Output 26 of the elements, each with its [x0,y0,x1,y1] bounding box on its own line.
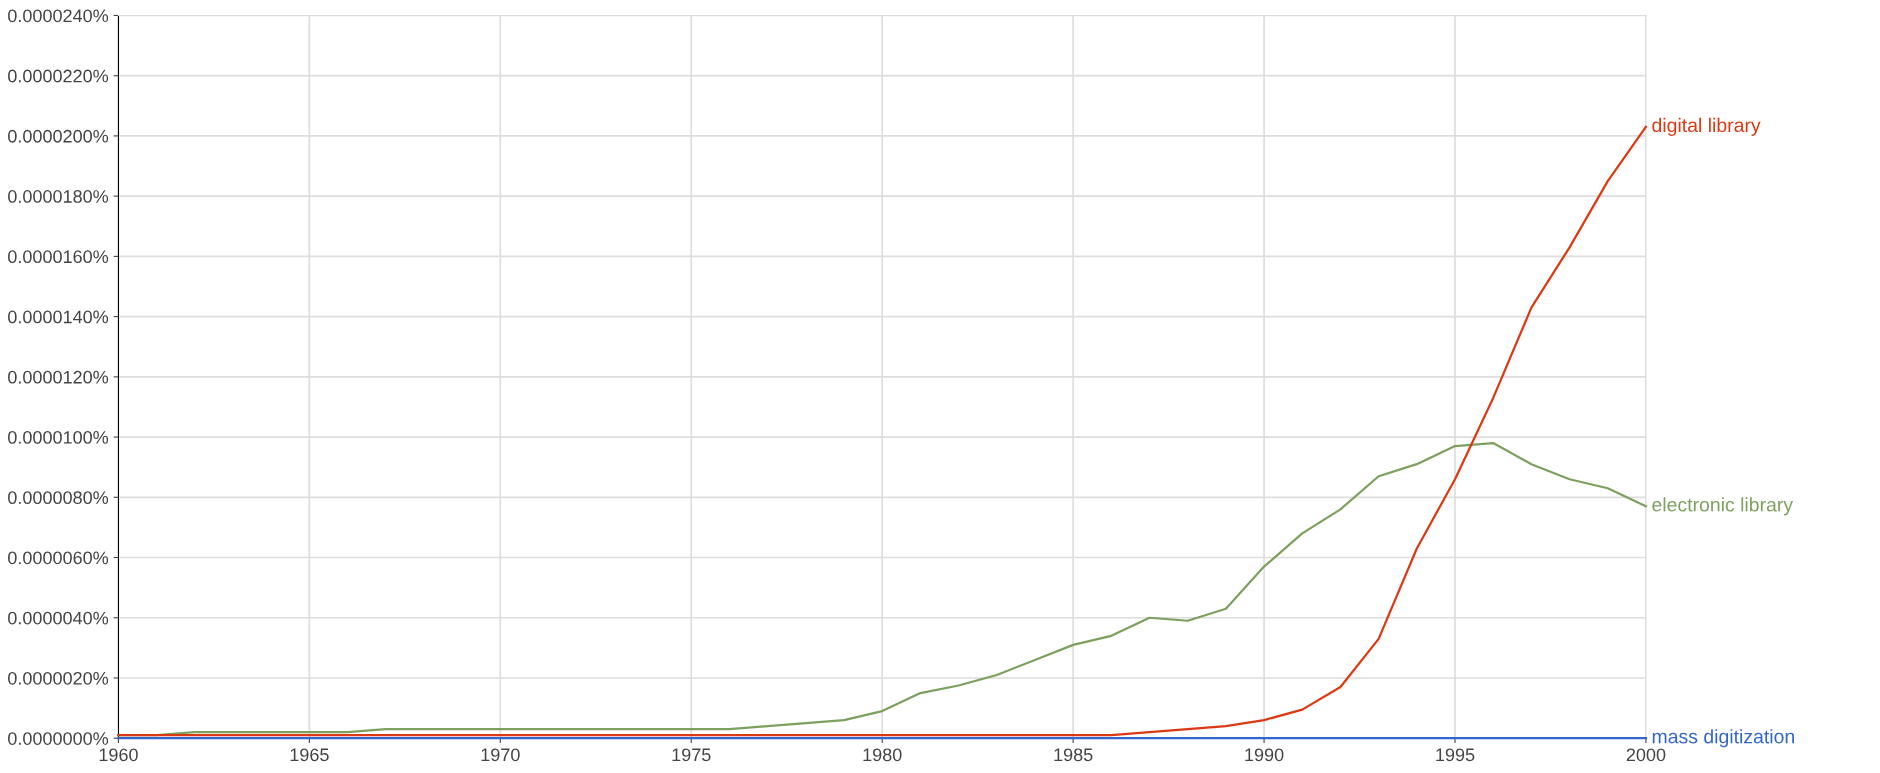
y-tick-label: 0.0000000% [8,732,109,745]
y-tick-label: 0.0000180% [8,190,109,203]
line-series [117,125,1648,737]
y-tick-label: 0.0000240% [8,9,109,23]
x-tick-label: 1985 [1054,748,1093,762]
x-tick-label: 1995 [1436,748,1475,762]
y-tick-label: 0.0000080% [8,491,109,505]
x-tick-label: 1960 [99,748,138,762]
x-tick-label: 2000 [1626,748,1666,762]
x-tick-label: 1975 [672,748,711,762]
series-label: digital library [1652,117,1761,136]
series-label: electronic library [1652,497,1794,516]
y-tick-label: 0.0000060% [8,551,109,565]
x-tick-label: 1965 [290,748,329,762]
y-tick-label: 0.0000160% [8,250,109,264]
y-tick-label: 0.0000220% [8,69,109,83]
x-tick-label: 1980 [863,748,902,762]
x-tick-label: 1990 [1245,748,1284,762]
x-tick-label: 1970 [481,748,520,762]
series-label: mass digitization [1652,729,1794,748]
y-tick-label: 0.0000200% [8,129,109,143]
y-tick-label: 0.0000020% [8,671,109,685]
y-tick-label: 0.0000040% [8,611,109,625]
y-tick-label: 0.0000120% [8,370,109,384]
y-tick-label: 0.0000100% [8,431,109,444]
y-tick-label: 0.0000140% [8,310,109,324]
